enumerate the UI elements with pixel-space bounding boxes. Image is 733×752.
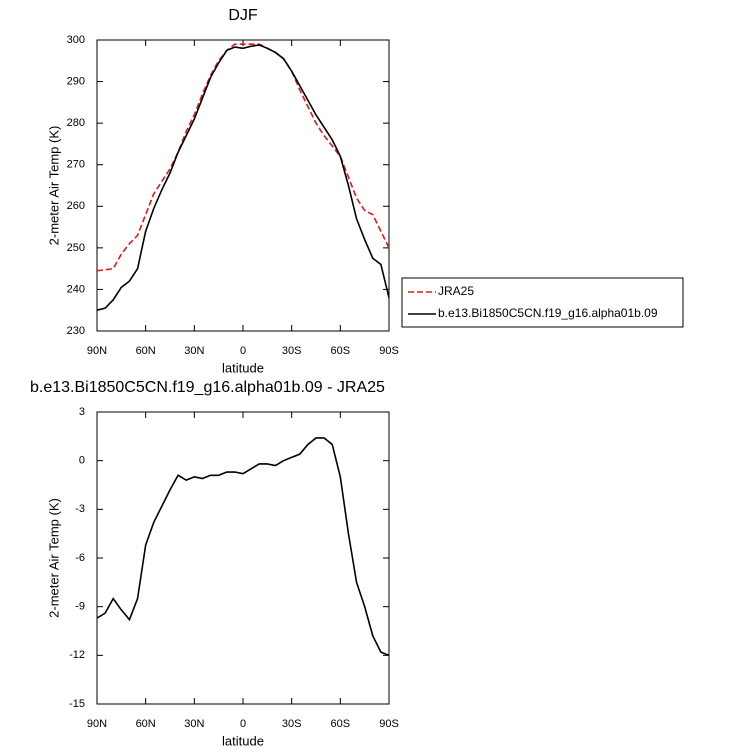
data-line <box>96 437 390 657</box>
legend-label: b.e13.Bi1850C5CN.f19_g16.alpha01b.09 <box>438 306 658 320</box>
x-tick-label: 30S <box>282 345 302 357</box>
y-tick-label: 280 <box>67 117 85 129</box>
y-tick-label: 300 <box>67 34 85 46</box>
x-tick-label: 0 <box>240 718 246 730</box>
y-tick-label: 0 <box>79 455 85 467</box>
y-tick-label: 3 <box>79 406 85 418</box>
y-tick-label: 250 <box>67 242 85 254</box>
data-line <box>96 44 390 311</box>
y-tick-label: 230 <box>67 325 85 337</box>
x-tick-label: 60S <box>331 718 351 730</box>
x-tick-label: 60N <box>136 718 156 730</box>
x-tick-label: 30N <box>184 345 204 357</box>
plot-frame <box>96 411 390 705</box>
x-tick-label: 30S <box>282 718 302 730</box>
chart-title: b.e13.Bi1850C5CN.f19_g16.alpha01b.09 - J… <box>30 379 385 396</box>
x-tick-label: 60N <box>136 345 156 357</box>
x-tick-label: 60S <box>331 345 351 357</box>
y-tick-label: 260 <box>67 200 85 212</box>
data-line <box>96 43 390 272</box>
x-tick-label: 90S <box>379 718 399 730</box>
y-axis-label: 2-meter Air Temp (K) <box>46 126 61 246</box>
y-tick-label: -12 <box>69 649 85 661</box>
x-tick-label: 0 <box>240 345 246 357</box>
x-axis-label: latitude <box>222 360 264 375</box>
y-tick-label: 290 <box>67 75 85 87</box>
y-tick-label: 240 <box>67 283 85 295</box>
y-tick-label: -6 <box>75 552 85 564</box>
x-tick-label: 90N <box>87 345 107 357</box>
legend-label: JRA25 <box>438 284 474 298</box>
y-tick-label: -15 <box>69 698 85 710</box>
plot-frame <box>96 39 390 332</box>
x-tick-label: 90N <box>87 718 107 730</box>
y-tick-label: -9 <box>75 601 85 613</box>
x-tick-label: 30N <box>184 718 204 730</box>
y-tick-label: 270 <box>67 159 85 171</box>
y-axis-label: 2-meter Air Temp (K) <box>46 498 61 618</box>
y-tick-label: -3 <box>75 503 85 515</box>
chart-title: DJF <box>228 7 258 24</box>
legend-box <box>401 277 684 328</box>
x-tick-label: 90S <box>379 345 399 357</box>
x-axis-label: latitude <box>222 733 264 748</box>
